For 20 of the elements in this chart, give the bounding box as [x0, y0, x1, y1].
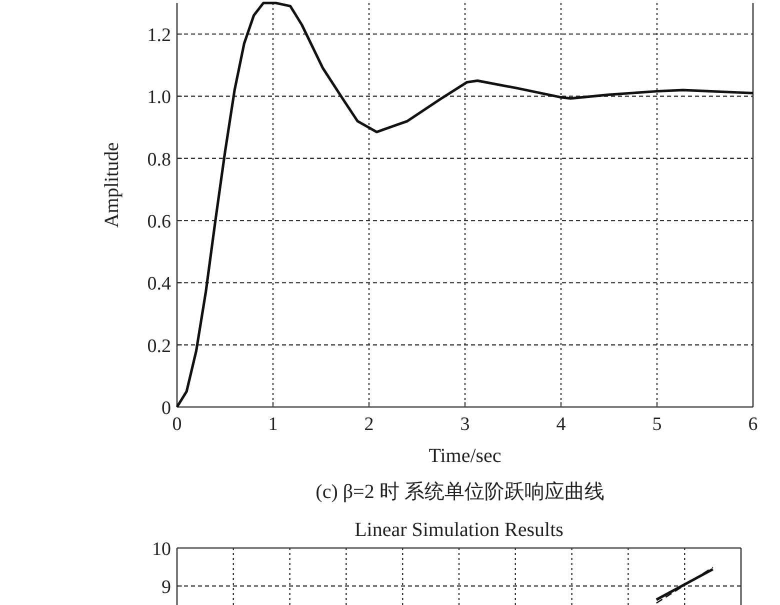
line-series	[176, 2, 754, 408]
chart-title: Linear Simulation Results	[354, 519, 564, 541]
text: (c) β=2 时 系统单位阶跃响应曲线	[316, 481, 604, 503]
y-tick-label: 1.0	[147, 87, 171, 108]
x-tick-label: 6	[748, 414, 758, 435]
y-tick-label: 1.2	[147, 25, 171, 46]
y-tick-label: 0.2	[147, 336, 171, 357]
y-tick-label: 0.8	[147, 149, 171, 170]
y-tick-label: 9	[162, 577, 171, 598]
x-axis-title: Time/sec	[428, 445, 502, 467]
x-tick-label: 2	[364, 414, 374, 435]
x-tick-label: 3	[460, 414, 470, 435]
y-tick-label: 0.6	[147, 212, 171, 233]
y-tick-label: 0.4	[147, 274, 172, 295]
y-tick-label: 10	[152, 539, 171, 560]
y-tick-label: 0	[162, 398, 171, 419]
y-axis-title: Amplitude	[101, 142, 123, 228]
x-tick-label: 1	[268, 414, 278, 435]
x-tick-label: 4	[556, 414, 566, 435]
x-tick-label: 5	[652, 414, 662, 435]
